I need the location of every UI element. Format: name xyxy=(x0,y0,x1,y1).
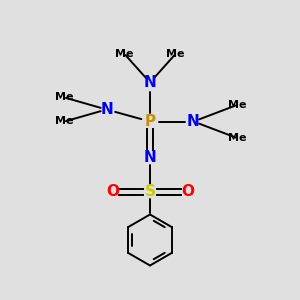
Text: N: N xyxy=(187,114,200,129)
Text: N: N xyxy=(100,102,113,117)
Text: Me: Me xyxy=(115,49,134,59)
Text: N: N xyxy=(144,75,156,90)
Text: O: O xyxy=(181,184,194,200)
Text: Me: Me xyxy=(55,92,74,103)
Text: O: O xyxy=(106,184,119,200)
Text: Me: Me xyxy=(228,133,246,143)
Text: Me: Me xyxy=(166,49,185,59)
Text: Me: Me xyxy=(228,100,246,110)
Text: P: P xyxy=(144,114,156,129)
Text: S: S xyxy=(145,184,155,200)
Text: Me: Me xyxy=(55,116,74,127)
Text: N: N xyxy=(144,150,156,165)
